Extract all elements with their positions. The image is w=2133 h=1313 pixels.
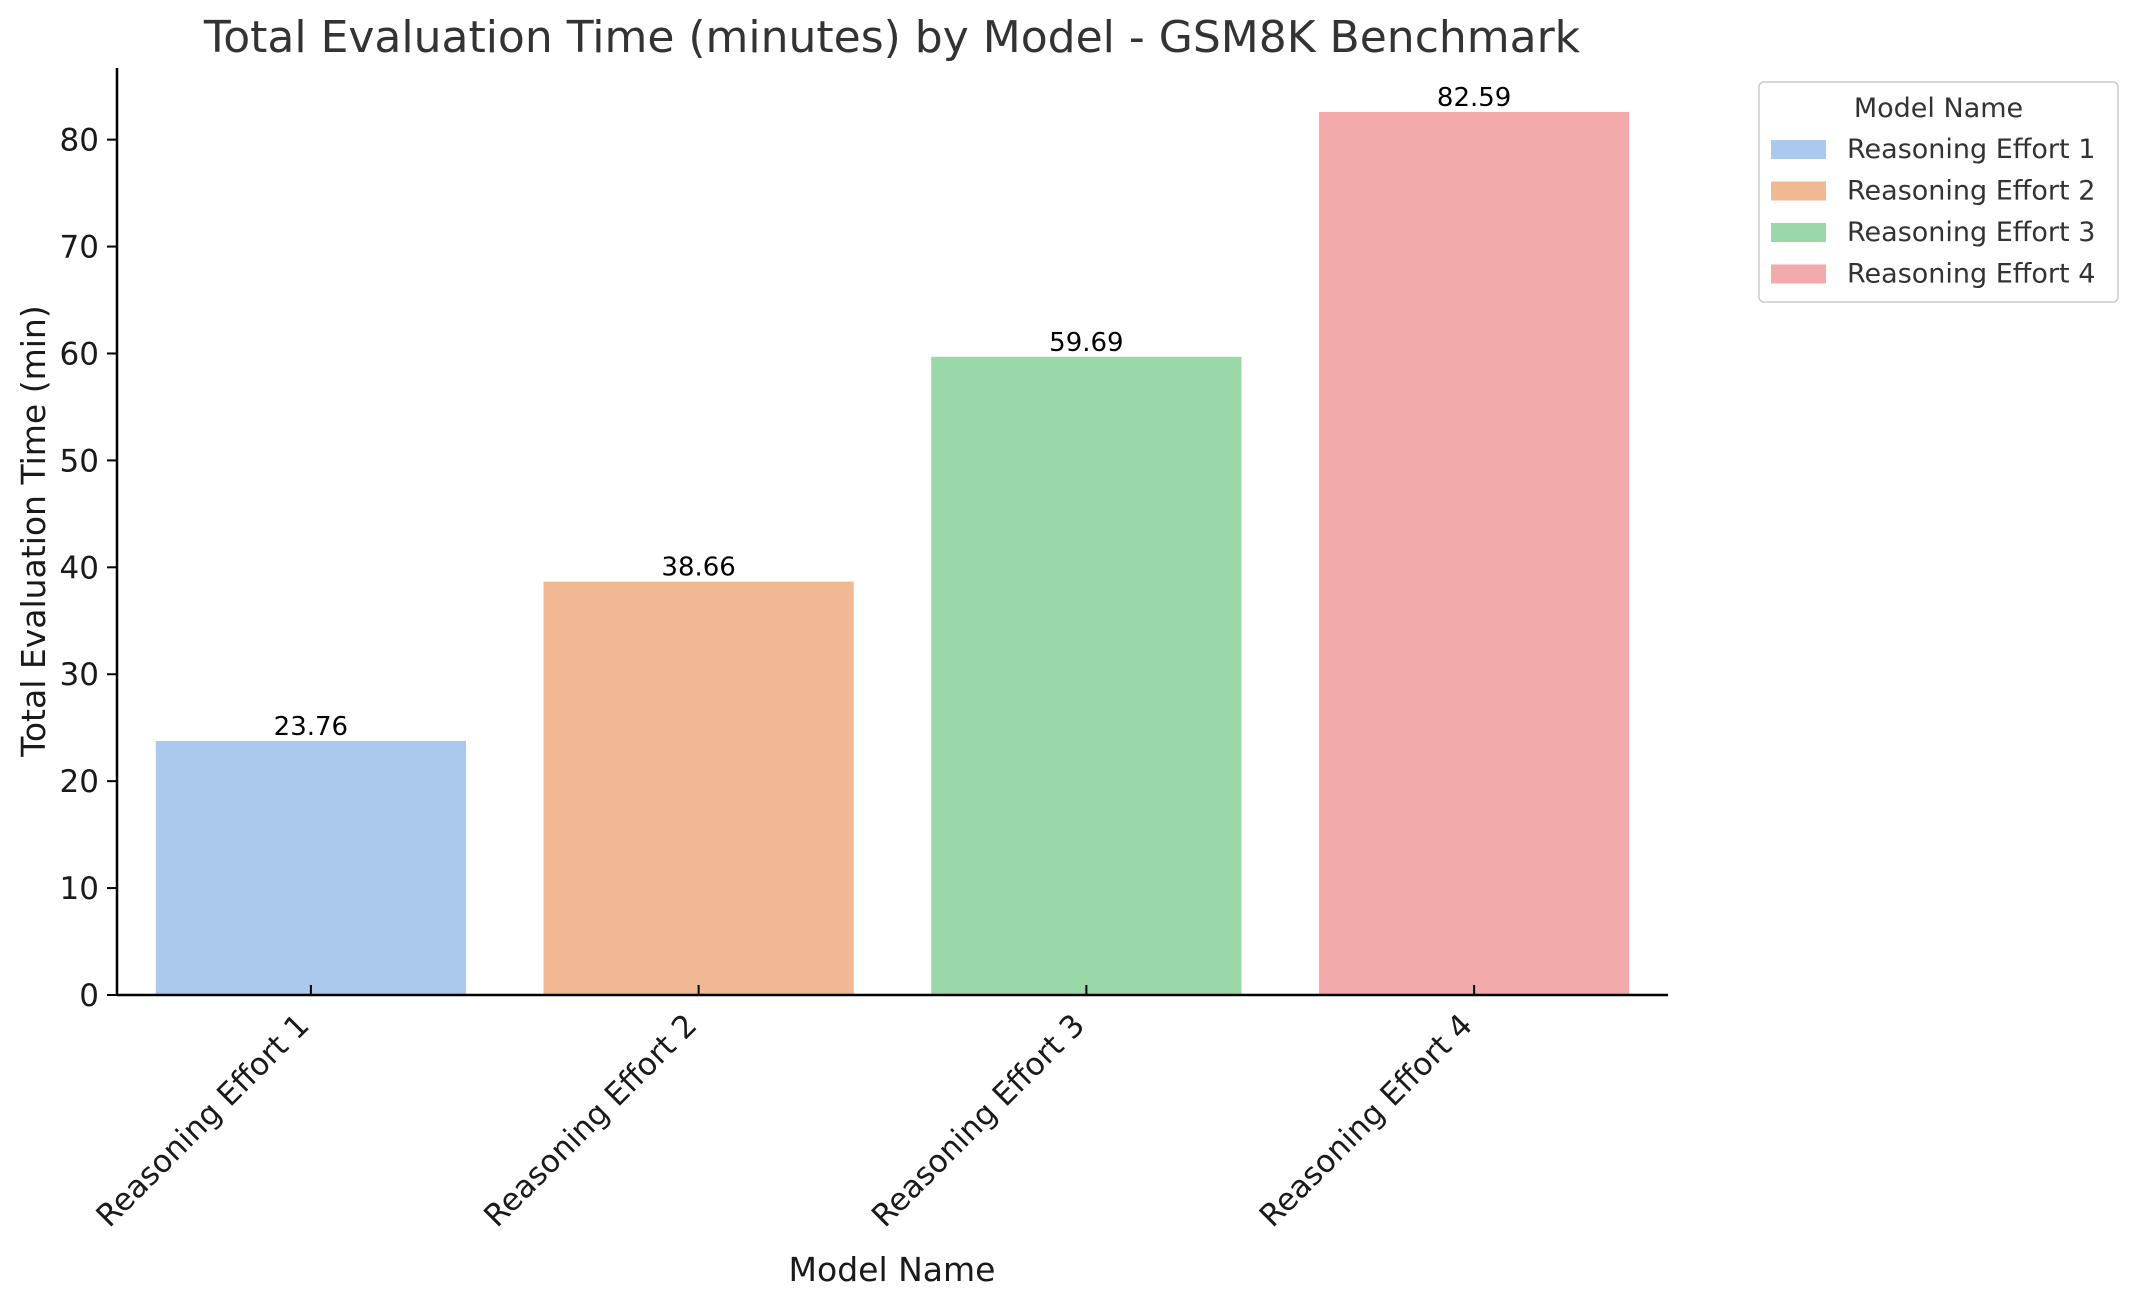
legend-title: Model Name <box>1854 93 2023 124</box>
legend-label-2: Reasoning Effort 2 <box>1847 176 2095 207</box>
bar-1 <box>155 740 466 995</box>
y-tick-label-20: 20 <box>60 764 99 800</box>
chart-title: Total Evaluation Time (minutes) by Model… <box>203 12 1581 63</box>
y-tick-label-70: 70 <box>60 230 99 266</box>
axes-layer <box>107 68 1668 997</box>
y-tick-label-50: 50 <box>60 443 99 479</box>
bar-3 <box>931 356 1242 995</box>
y-axis-title: Total Evaluation Time (min) <box>14 305 53 757</box>
legend-label-4: Reasoning Effort 4 <box>1847 259 2095 290</box>
legend-box <box>1758 81 2119 303</box>
x-tick-label-3: Reasoning Effort 3 <box>865 1007 1092 1234</box>
bars-layer <box>155 111 1630 995</box>
x-tick-label-4: Reasoning Effort 4 <box>1253 1007 1480 1234</box>
legend-swatch-4 <box>1771 264 1826 284</box>
legend-swatch-3 <box>1771 223 1826 242</box>
bar-value-label-1: 23.76 <box>274 712 348 742</box>
bar-2 <box>543 581 854 995</box>
bar-value-label-4: 82.59 <box>1437 83 1511 113</box>
bar-value-label-3: 59.69 <box>1049 328 1123 358</box>
legend: Model Name Reasoning Effort 1 Reasoning Ef… <box>1758 81 2119 303</box>
legend-swatch-2 <box>1771 181 1826 201</box>
y-tick-label-40: 40 <box>60 550 99 586</box>
legend-swatch-1 <box>1771 140 1826 159</box>
bar-4 <box>1319 111 1630 995</box>
x-axis-title: Model Name <box>789 1250 996 1289</box>
y-tick-label-60: 60 <box>60 336 99 372</box>
y-tick-label-30: 30 <box>60 657 99 693</box>
bar-value-label-2: 38.66 <box>661 553 735 583</box>
x-tick-label-1: Reasoning Effort 1 <box>89 1007 316 1234</box>
x-tick-label-2: Reasoning Effort 2 <box>477 1007 704 1234</box>
legend-label-3: Reasoning Effort 3 <box>1847 217 2095 248</box>
y-tick-label-0: 0 <box>79 978 99 1014</box>
legend-label-1: Reasoning Effort 1 <box>1847 134 2095 165</box>
y-tick-label-80: 80 <box>60 123 99 159</box>
y-tick-label-10: 10 <box>60 871 99 907</box>
